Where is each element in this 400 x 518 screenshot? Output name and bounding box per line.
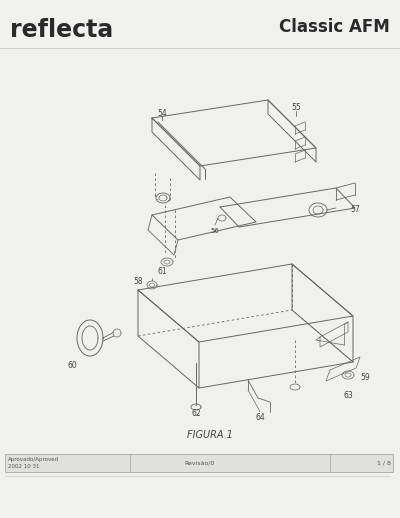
Text: 62: 62 — [191, 409, 201, 418]
Text: Revisão/0: Revisão/0 — [185, 461, 215, 466]
Text: 63: 63 — [343, 392, 353, 400]
Text: 1 / 8: 1 / 8 — [377, 461, 391, 466]
FancyBboxPatch shape — [5, 454, 393, 472]
Text: 60: 60 — [67, 361, 77, 369]
Text: FIGURA 1: FIGURA 1 — [187, 430, 233, 440]
Text: reflecta: reflecta — [10, 18, 113, 42]
Text: 64: 64 — [255, 413, 265, 423]
Text: 54: 54 — [157, 108, 167, 118]
Text: 59: 59 — [360, 373, 370, 382]
Text: 56: 56 — [210, 228, 220, 234]
Text: 58: 58 — [133, 278, 143, 286]
Text: 55: 55 — [291, 104, 301, 112]
Text: 2002 10 31: 2002 10 31 — [8, 464, 40, 469]
Text: Aprovado/Aproved: Aprovado/Aproved — [8, 457, 59, 462]
Text: 61: 61 — [157, 267, 167, 277]
Text: 57: 57 — [350, 206, 360, 214]
Text: Classic AFM: Classic AFM — [279, 18, 390, 36]
